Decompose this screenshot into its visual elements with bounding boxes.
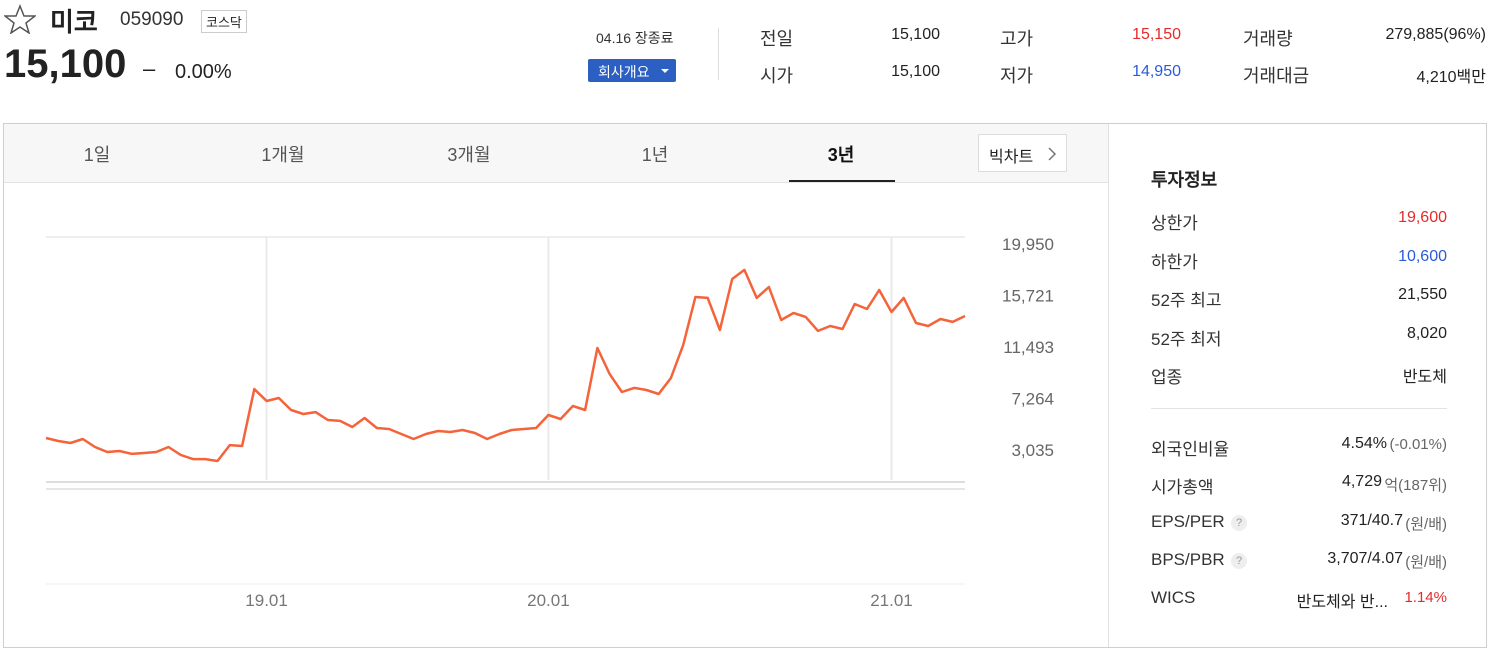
info-label: 시가총액 [1151, 478, 1214, 498]
info-note: (원/배) [1405, 553, 1447, 571]
info-value: 371/40.7 [1340, 511, 1403, 529]
quote-value: 14,950 [1132, 63, 1181, 80]
info-value: 4,729 [1341, 473, 1382, 491]
info-label: 업종 [1151, 368, 1183, 387]
info-label: BPS/PBR [1151, 549, 1225, 569]
quote-value: 15,100 [891, 26, 940, 43]
info-note: 억(187위) [1384, 477, 1447, 495]
x-tick-label: 21.01 [870, 591, 913, 610]
info-value: 8,020 [1406, 324, 1447, 342]
info-value: 4.54% [1341, 435, 1387, 452]
favorite-star[interactable] [4, 4, 36, 34]
quote-label: 전일 [760, 29, 794, 49]
tab-underline [789, 180, 895, 182]
tab[interactable]: 1개월 [261, 145, 305, 165]
caret [661, 69, 669, 77]
quote-label: 거래량 [1243, 29, 1293, 49]
big-chart-button[interactable]: 빅차트 [978, 134, 1067, 172]
x-tick-label: 19.01 [245, 591, 288, 610]
chart-panel [3, 123, 1487, 648]
info-label: 52주 최고 [1151, 291, 1222, 310]
help-icon[interactable]: ? [1231, 552, 1247, 569]
stock-name: 미코 [50, 7, 98, 37]
info-value: 반도체와 반... [1296, 594, 1388, 612]
quote-value: 4,210백만 [1416, 69, 1486, 86]
y-tick-label: 15,721 [1002, 287, 1054, 306]
info-value: 19,600 [1398, 209, 1447, 226]
quote-label: 시가 [760, 66, 794, 86]
y-tick-label: 19,950 [1002, 235, 1054, 254]
divider [718, 28, 719, 80]
quote-label: 저가 [1000, 66, 1034, 86]
invest-title: 투자정보 [1151, 170, 1218, 190]
info-value: 반도체 [1402, 369, 1447, 386]
quote-value: 15,100 [891, 63, 940, 80]
market-status: 04.16 장종료 [596, 30, 674, 46]
info-label: 52주 최저 [1151, 329, 1222, 349]
company-button-label: 회사개요 [598, 64, 650, 80]
quote-value: 15,150 [1132, 26, 1181, 43]
separator [1151, 408, 1447, 409]
x-tick-label: 20.01 [527, 591, 570, 610]
tab[interactable]: 3년 [827, 145, 855, 165]
change-rate: 0.00% [175, 61, 232, 83]
info-label: WICS [1151, 588, 1196, 608]
info-label: 하한가 [1151, 252, 1198, 272]
info-value: 21,550 [1398, 286, 1447, 303]
help-icon[interactable]: ? [1231, 514, 1247, 531]
tab[interactable]: 1년 [641, 145, 669, 165]
price-line [45, 268, 966, 463]
info-value: 10,600 [1398, 247, 1447, 265]
big-chart-label: 빅차트 [989, 149, 1034, 166]
company-button[interactable]: 회사개요 [588, 59, 676, 82]
info-note: (-0.01%) [1389, 436, 1447, 453]
info-label: 상한가 [1151, 214, 1198, 233]
arrow-icon [1048, 147, 1057, 161]
market-badge: 코스닥 [201, 10, 247, 33]
tab-bar [4, 124, 1108, 183]
change-sign: – [143, 56, 156, 81]
quote-label: 거래대금 [1243, 66, 1310, 86]
tab[interactable]: 3개월 [447, 145, 491, 165]
quote-label: 고가 [1000, 29, 1034, 49]
info-note: 1.14% [1404, 589, 1447, 607]
price: 15,100 [4, 42, 127, 86]
info-note: (원/배) [1405, 515, 1447, 533]
stock-code: 059090 [120, 9, 184, 30]
panel-divider [1108, 124, 1109, 647]
info-value: 3,707/4.07 [1327, 549, 1403, 567]
info-label: EPS/PER [1151, 511, 1225, 531]
y-tick-label: 3,035 [1011, 441, 1054, 460]
y-tick-label: 11,493 [1003, 338, 1054, 357]
info-label: 외국인비율 [1151, 440, 1230, 459]
chart: 19.01 20.01 21.01 3,035 7,264 11,493 15,721 19,… [45, 235, 1054, 610]
quote-value: 279,885(96%) [1385, 26, 1486, 43]
y-tick-label: 7,264 [1011, 389, 1054, 408]
tab[interactable]: 1일 [83, 145, 111, 165]
